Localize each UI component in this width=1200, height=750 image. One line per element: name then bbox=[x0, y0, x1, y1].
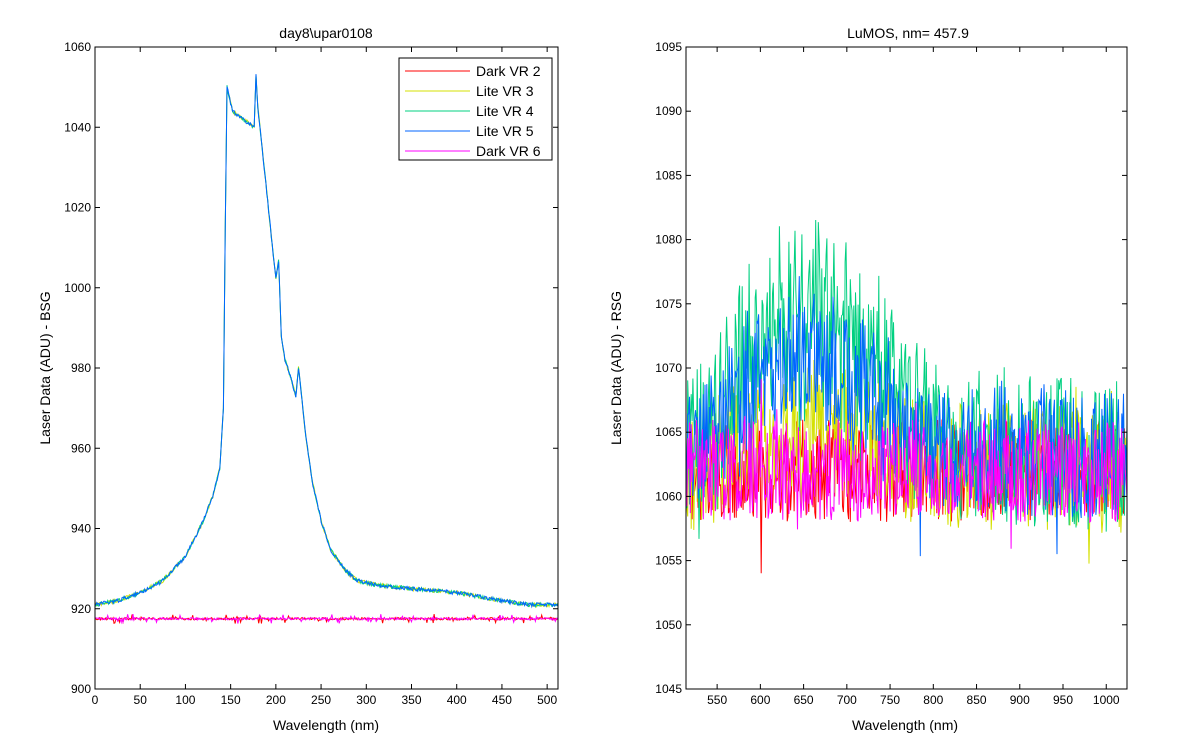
left-y-tick-label: 1040 bbox=[64, 120, 91, 134]
right-x-tick-label: 900 bbox=[1010, 693, 1030, 707]
legend: Dark VR 2 Lite VR 3 Lite VR 4 Lite VR 5 Dark… bbox=[398, 57, 553, 161]
left-y-tick-label: 1060 bbox=[64, 40, 91, 54]
right-y-tick-label: 1065 bbox=[655, 425, 682, 439]
left-y-tick-label: 940 bbox=[71, 522, 91, 536]
left-y-tick-label: 1000 bbox=[64, 281, 91, 295]
right-y-tick-label: 1085 bbox=[655, 168, 682, 182]
right-x-tick-label: 700 bbox=[837, 693, 857, 707]
legend-box bbox=[398, 57, 553, 161]
left-x-tick-label: 250 bbox=[311, 693, 331, 707]
right-x-tick-label: 600 bbox=[750, 693, 770, 707]
right-y-tick-label: 1050 bbox=[655, 618, 682, 632]
right-series-line-5 bbox=[685, 378, 1128, 549]
left-x-tick-label: 100 bbox=[175, 693, 195, 707]
right-x-tick-label: 950 bbox=[1053, 693, 1073, 707]
right-chart-title: LuMOS, nm= 457.9 bbox=[847, 25, 969, 41]
left-x-tick-label: 500 bbox=[537, 693, 557, 707]
left-y-tick-label: 920 bbox=[71, 602, 91, 616]
left-y-axis-label: Laser Data (ADU) - BSG bbox=[37, 291, 53, 444]
left-plot-area bbox=[94, 74, 559, 625]
right-x-axis-label: Wavelength (nm) bbox=[852, 717, 958, 733]
right-x-tick-label: 1000 bbox=[1093, 693, 1120, 707]
left-x-tick-label: 150 bbox=[221, 693, 241, 707]
left-series-line-1 bbox=[94, 613, 559, 625]
left-x-tick-label: 450 bbox=[492, 693, 512, 707]
left-x-tick-label: 350 bbox=[401, 693, 421, 707]
left-x-tick-label: 200 bbox=[266, 693, 286, 707]
right-y-tick-label: 1070 bbox=[655, 361, 682, 375]
right-y-tick-label: 1045 bbox=[655, 682, 682, 696]
right-series-line-4 bbox=[685, 276, 1128, 557]
right-y-tick-label: 1090 bbox=[655, 104, 682, 118]
right-x-tick-label: 800 bbox=[923, 693, 943, 707]
left-chart-panel: day8\upar0108 Wavelength (nm) Laser Data… bbox=[37, 25, 559, 733]
legend-label-1: Dark VR 2 bbox=[476, 63, 541, 79]
legend-label-4: Lite VR 5 bbox=[476, 123, 534, 139]
right-x-tick-label: 550 bbox=[707, 693, 727, 707]
right-axis-ticks: 550 600 650 700 750 800 850 900 950 1000 1045 1050 1… bbox=[655, 40, 1127, 707]
left-y-tick-label: 900 bbox=[71, 682, 91, 696]
right-y-tick-label: 1075 bbox=[655, 297, 682, 311]
right-y-tick-label: 1055 bbox=[655, 554, 682, 568]
left-y-tick-label: 1020 bbox=[64, 201, 91, 215]
left-chart-title: day8\upar0108 bbox=[279, 25, 373, 41]
left-x-tick-label: 400 bbox=[447, 693, 467, 707]
right-x-tick-label: 850 bbox=[967, 693, 987, 707]
right-y-tick-label: 1080 bbox=[655, 233, 682, 247]
right-x-tick-label: 650 bbox=[794, 693, 814, 707]
right-chart-panel: LuMOS, nm= 457.9 Wavelength (nm) Laser D… bbox=[608, 25, 1128, 733]
right-y-tick-label: 1060 bbox=[655, 489, 682, 503]
left-x-axis-label: Wavelength (nm) bbox=[273, 717, 379, 733]
right-y-tick-label: 1095 bbox=[655, 40, 682, 54]
right-x-tick-label: 750 bbox=[880, 693, 900, 707]
left-y-tick-label: 980 bbox=[71, 361, 91, 375]
legend-label-5: Dark VR 6 bbox=[476, 143, 541, 159]
right-y-axis-label: Laser Data (ADU) - RSG bbox=[608, 291, 624, 445]
left-series-line-5 bbox=[95, 613, 559, 625]
right-plot-area bbox=[685, 219, 1128, 574]
left-axis-ticks: 0 50 100 150 200 250 300 350 400 450 500 900 920 940 9… bbox=[64, 40, 558, 707]
legend-label-3: Lite VR 4 bbox=[476, 103, 534, 119]
left-x-tick-label: 300 bbox=[356, 693, 376, 707]
left-x-tick-label: 0 bbox=[92, 693, 99, 707]
left-series-line-4 bbox=[94, 74, 559, 609]
legend-label-2: Lite VR 3 bbox=[476, 83, 534, 99]
left-y-tick-label: 960 bbox=[71, 441, 91, 455]
left-x-tick-label: 50 bbox=[134, 693, 148, 707]
